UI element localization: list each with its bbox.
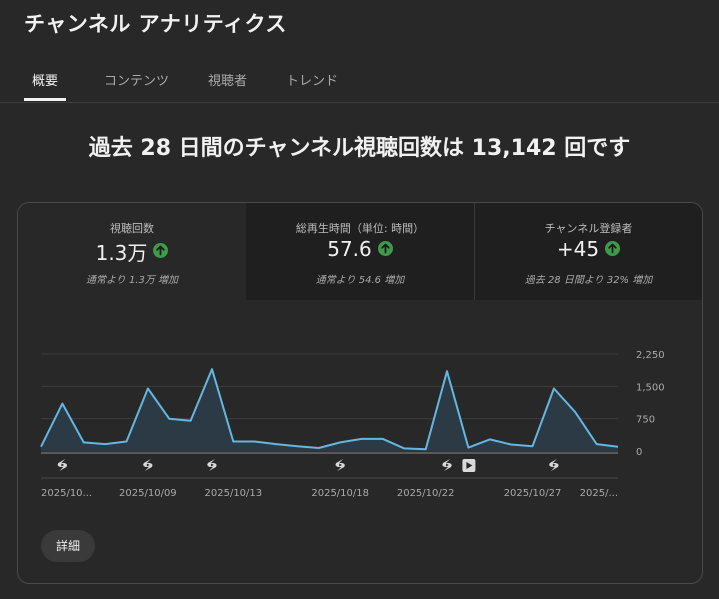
metric-comparison: 通常より 1.3万 増加 — [85, 275, 179, 286]
shorts-icon[interactable] — [57, 459, 68, 471]
tab-trends[interactable]: トレンド — [286, 74, 339, 89]
chart-line — [40, 368, 619, 451]
x-tick-label: 2025/10/22 — [397, 488, 455, 499]
tab-audience[interactable]: 視聴者 — [208, 74, 248, 89]
metric-views[interactable]: 視聴回数 1.3万 通常より 1.3万 増加 — [18, 203, 247, 300]
y-tick-label: 0 — [636, 447, 642, 458]
metric-label: 総再生時間（単位: 時間） — [295, 222, 425, 235]
tab-bar: 概要 コンテンツ 視聴者 トレンド — [0, 58, 719, 103]
arrow-up-icon — [605, 240, 621, 256]
metric-comparison: 過去 28 日間より 32% 増加 — [524, 275, 653, 286]
x-tick-label: 2025/10/27 — [504, 488, 562, 499]
metric-label: 視聴回数 — [110, 222, 154, 235]
arrow-up-icon — [153, 243, 169, 258]
metric-label: チャンネル登録者 — [544, 222, 633, 235]
x-tick-label: 2025/10/18 — [311, 488, 369, 499]
x-tick-label: 2025/10/09 — [119, 488, 177, 499]
metric-subscribers[interactable]: チャンネル登録者 +45 過去 28 日間より 32% 増加 — [475, 203, 702, 300]
shorts-icon[interactable] — [549, 459, 559, 471]
video-icon[interactable] — [462, 459, 476, 472]
arrow-up-icon — [377, 240, 393, 256]
metric-cards: 視聴回数 1.3万 通常より 1.3万 増加 総再生時間（単位: 時間） 57.… — [18, 203, 702, 300]
x-tick-label: 2025/10/13 — [205, 488, 263, 499]
y-tick-label: 750 — [636, 415, 655, 426]
shorts-icon[interactable] — [442, 459, 452, 471]
metric-watch-time[interactable]: 総再生時間（単位: 時間） 57.6 通常より 54.6 増加 — [246, 203, 475, 300]
active-tab-indicator — [24, 98, 66, 101]
analytics-card: 視聴回数 1.3万 通常より 1.3万 増加 総再生時間（単位: 時間） 57.… — [17, 202, 703, 584]
chart-area — [41, 369, 618, 451]
shorts-icon[interactable] — [335, 459, 345, 471]
y-tick-label: 1,500 — [636, 382, 665, 393]
page-title: チャンネル アナリティクス — [24, 12, 287, 36]
details-button[interactable]: 詳細 — [41, 530, 95, 562]
metric-value: 57.6 — [327, 237, 372, 261]
y-tick-label: 2,250 — [636, 350, 665, 361]
metric-value: 1.3万 — [95, 241, 148, 265]
metric-value: +45 — [556, 237, 600, 261]
metric-comparison: 通常より 54.6 増加 — [315, 275, 405, 286]
x-tick-label: 2025/10... — [41, 488, 92, 499]
tab-content[interactable]: コンテンツ — [104, 74, 170, 89]
views-chart[interactable]: 2,250 1,500 750 0 2025/10... 2025/10/09 2025/1… — [18, 300, 702, 520]
shorts-icon[interactable] — [207, 459, 217, 471]
shorts-icon[interactable] — [143, 459, 153, 471]
x-tick-label: 2025/... — [580, 488, 618, 499]
tab-overview[interactable]: 概要 — [32, 74, 59, 89]
summary-headline: 過去 28 日間のチャンネル視聴回数は 13,142 回です — [88, 136, 631, 161]
